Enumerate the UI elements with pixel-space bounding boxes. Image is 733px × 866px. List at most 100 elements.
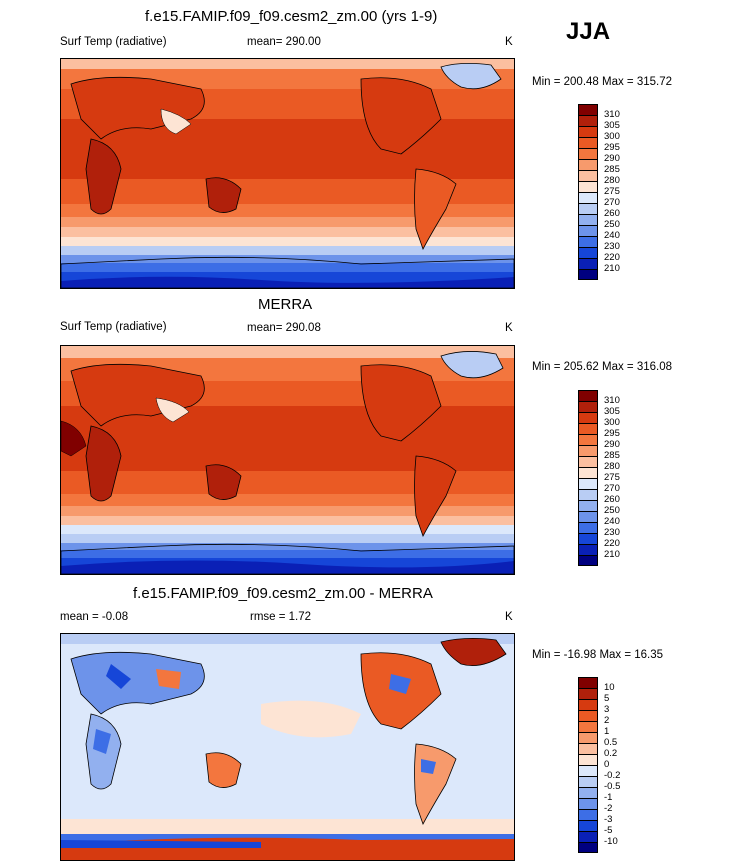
panel3-map-svg (61, 634, 514, 860)
panel2-colorbar-cell (578, 401, 598, 412)
panel1-colorbar-cell (578, 247, 598, 258)
colorbar-tick-label: -1 (604, 792, 613, 803)
colorbar-tick-label: -10 (604, 836, 618, 847)
panel3-colorbar-cell (578, 820, 598, 831)
colorbar-tick-label: 295 (604, 428, 620, 439)
colorbar-tick-label: 240 (604, 516, 620, 527)
panel2-minmax: Min = 205.62 Max = 316.08 (532, 361, 673, 373)
colorbar-tick-label: -2 (604, 803, 613, 814)
colorbar-tick-label: 260 (604, 208, 620, 219)
colorbar-tick-label: 210 (604, 549, 620, 560)
panel2-colorbar-cell (578, 489, 598, 500)
panel1-colorbar-cell (578, 104, 598, 115)
panel1-colorbar-cell (578, 225, 598, 236)
panel2-map-svg (61, 346, 514, 574)
panel2-map (60, 345, 515, 575)
colorbar-tick-label: -0.5 (604, 781, 621, 792)
panel1-colorbar-cell (578, 137, 598, 148)
panel3-colorbar-cell (578, 688, 598, 699)
panel2-colorbar-cell (578, 423, 598, 434)
panel1-colorbar-cell (578, 126, 598, 137)
panel3-colorbar-cell (578, 754, 598, 765)
colorbar-tick-label: -5 (604, 825, 613, 836)
panel2-variable-label: Surf Temp (radiative) (60, 321, 167, 333)
panel1-colorbar-cell (578, 203, 598, 214)
colorbar-tick-label: 250 (604, 219, 620, 230)
panel1-colorbar-cell (578, 258, 598, 269)
panel1-colorbar (578, 104, 598, 280)
panel3-unit-label: K (505, 611, 513, 623)
panel3-colorbar-cell (578, 743, 598, 754)
colorbar-tick-label: 230 (604, 527, 620, 538)
panel3-colorbar-cell (578, 842, 598, 853)
panel2-colorbar-cell (578, 500, 598, 511)
panel1-colorbar-cell (578, 192, 598, 203)
colorbar-tick-label: 220 (604, 252, 620, 263)
panel3-colorbar-cell (578, 677, 598, 688)
colorbar-tick-label: 1 (604, 726, 610, 737)
panel3-colorbar-cell (578, 765, 598, 776)
colorbar-tick-label: 290 (604, 153, 620, 164)
colorbar-tick-label: 3 (604, 704, 610, 715)
panel3-colorbar-cell (578, 732, 598, 743)
colorbar-tick-label: 250 (604, 505, 620, 516)
colorbar-tick-label: 230 (604, 241, 620, 252)
panel1-colorbar-cell (578, 269, 598, 280)
colorbar-tick-label: 220 (604, 538, 620, 549)
colorbar-tick-label: 305 (604, 120, 620, 131)
panel2-title: MERRA (258, 296, 313, 313)
panel3-colorbar-cell (578, 798, 598, 809)
colorbar-tick-label: 5 (604, 693, 610, 704)
colorbar-tick-label: 280 (604, 175, 620, 186)
panel1-colorbar-cell (578, 159, 598, 170)
panel3-title: f.e15.FAMIP.f09_f09.cesm2_zm.00 - MERRA (133, 585, 433, 602)
panel1-variable-label: Surf Temp (radiative) (60, 36, 167, 48)
panel2-colorbar-cell (578, 390, 598, 401)
panel2-colorbar-cell (578, 511, 598, 522)
panel1-colorbar-cell (578, 170, 598, 181)
panel2-colorbar-cell (578, 533, 598, 544)
colorbar-tick-label: 275 (604, 472, 620, 483)
panel3-colorbar-cell (578, 699, 598, 710)
colorbar-tick-label: 0.2 (604, 748, 618, 759)
colorbar-tick-label: 240 (604, 230, 620, 241)
panel2-mean-label: mean= 290.08 (247, 322, 321, 334)
panel2-colorbar-cell (578, 434, 598, 445)
colorbar-tick-label: 300 (604, 417, 620, 428)
panel1-minmax: Min = 200.48 Max = 315.72 (532, 76, 673, 88)
colorbar-tick-label: -0.2 (604, 770, 621, 781)
panel2-colorbar (578, 390, 598, 566)
panel3-map (60, 633, 515, 861)
colorbar-tick-label: 305 (604, 406, 620, 417)
colorbar-tick-label: 0.5 (604, 737, 618, 748)
panel2-unit-label: K (505, 322, 513, 334)
colorbar-tick-label: 270 (604, 483, 620, 494)
panel3-colorbar-cell (578, 831, 598, 842)
panel2-colorbar-cell (578, 478, 598, 489)
colorbar-tick-label: 260 (604, 494, 620, 505)
panel1-map (60, 58, 515, 289)
colorbar-tick-label: -3 (604, 814, 613, 825)
panel1-colorbar-cell (578, 236, 598, 247)
panel1-colorbar-cell (578, 214, 598, 225)
panel3-colorbar-cell (578, 809, 598, 820)
colorbar-tick-label: 285 (604, 450, 620, 461)
colorbar-tick-label: 290 (604, 439, 620, 450)
panel2-colorbar-cell (578, 467, 598, 478)
panel2-colorbar-cell (578, 445, 598, 456)
panel2-colorbar-cell (578, 544, 598, 555)
panel1-colorbar-cell (578, 148, 598, 159)
colorbar-tick-label: 310 (604, 109, 620, 120)
colorbar-tick-label: 295 (604, 142, 620, 153)
colorbar-tick-label: 275 (604, 186, 620, 197)
panel2-colorbar-cell (578, 412, 598, 423)
panel1-title: f.e15.FAMIP.f09_f09.cesm2_zm.00 (yrs 1-9… (145, 8, 438, 25)
colorbar-tick-label: 2 (604, 715, 610, 726)
panel2-colorbar-cell (578, 456, 598, 467)
panel3-colorbar-cell (578, 710, 598, 721)
panel1-colorbar-cell (578, 181, 598, 192)
panel1-colorbar-cell (578, 115, 598, 126)
panel1-mean-label: mean= 290.00 (247, 36, 321, 48)
panel3-minmax: Min = -16.98 Max = 16.35 (532, 649, 664, 661)
colorbar-tick-label: 310 (604, 395, 620, 406)
